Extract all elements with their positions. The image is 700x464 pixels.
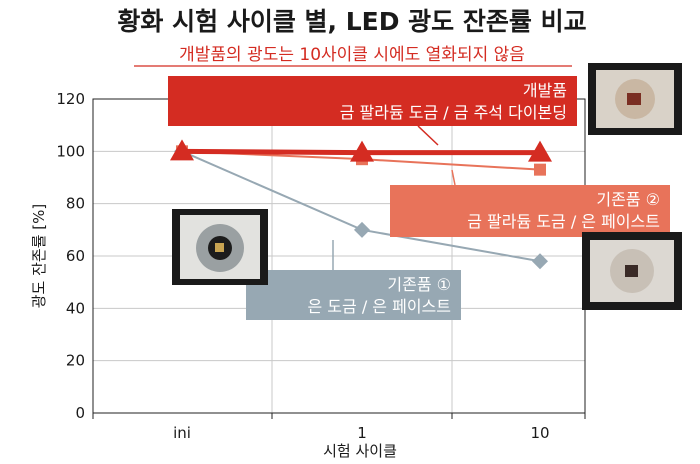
callout-line-1: 기존품 ② xyxy=(596,190,660,209)
data-point xyxy=(354,221,370,238)
y-tick-label: 60 xyxy=(66,247,85,265)
y-tick-label: 120 xyxy=(56,90,85,108)
series xyxy=(170,139,552,270)
y-tick-label: 40 xyxy=(66,299,85,317)
callout-box xyxy=(246,270,461,320)
callout-box xyxy=(168,76,577,126)
conventional-2-led-photo xyxy=(582,232,682,310)
data-point xyxy=(350,140,374,162)
callout-line-1: 기존품 ① xyxy=(387,275,451,294)
series-0 xyxy=(170,139,552,162)
chart-title: 황화 시험 사이클 별, LED 광도 잔존률 비교 xyxy=(117,7,586,36)
y-axis-title: 광도 잔존률 [%] xyxy=(30,204,48,309)
callout-box xyxy=(390,185,670,237)
chart-subtitle: 개발품의 광도는 10사이클 시에도 열화되지 않음 xyxy=(179,45,525,65)
callout-leader xyxy=(417,125,439,146)
x-tick-label: 1 xyxy=(357,424,367,442)
callout-1: 기존품 ② 금 팔라듐 도금 / 은 페이스트 xyxy=(390,169,670,237)
y-tick-label: 100 xyxy=(56,142,85,160)
x-axis-title: 시험 사이클 xyxy=(323,442,397,460)
y-tick-label: 0 xyxy=(75,404,85,422)
data-point xyxy=(534,163,546,176)
callout-line-2: 금 팔라듐 도금 / 은 페이스트 xyxy=(467,212,660,231)
data-point xyxy=(532,253,548,270)
y-tick-label: 20 xyxy=(66,352,85,370)
callout-2: 기존품 ① 은 도금 / 은 페이스트 xyxy=(246,240,461,320)
callout-line-2: 금 팔라듐 도금 / 금 주석 다이본딩 xyxy=(340,103,567,122)
x-tick-label: 10 xyxy=(530,424,549,442)
data-point xyxy=(170,139,194,161)
conventional-1-led-photo xyxy=(172,209,268,285)
x-tick-label: ini xyxy=(173,424,191,442)
callout-line-1: 개발품 xyxy=(523,81,567,100)
y-tick-label: 80 xyxy=(66,195,85,213)
callout-leader xyxy=(451,169,456,186)
developed-led-photo xyxy=(588,63,682,135)
callout-line-2: 은 도금 / 은 페이스트 xyxy=(308,297,452,316)
data-point xyxy=(528,140,552,162)
axes: 0 20 40 60 80 100 120 ini 1 10 xyxy=(56,90,586,442)
